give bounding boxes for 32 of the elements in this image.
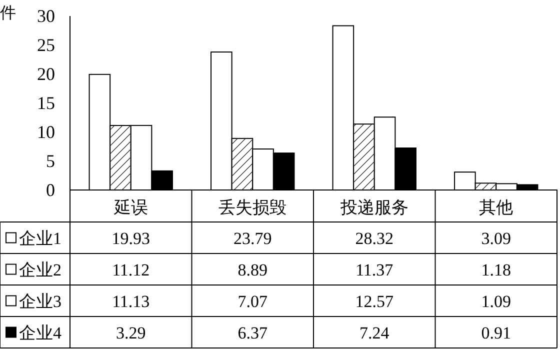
- legend-label: 企业2: [19, 260, 62, 280]
- data-label: 7.07: [238, 292, 268, 311]
- data-label: 7.24: [360, 323, 390, 342]
- y-tick-label: 15: [37, 93, 55, 113]
- y-tick-label: 5: [46, 151, 55, 171]
- data-label: 3.09: [481, 228, 511, 248]
- data-label: 1.18: [481, 260, 511, 280]
- data-label: 11.13: [112, 292, 150, 311]
- y-tick-label: 25: [37, 35, 55, 55]
- data-label: 3.29: [116, 323, 146, 342]
- data-label: 11.37: [356, 260, 394, 280]
- x-tick-label: 丢失损毁: [218, 198, 287, 217]
- x-tick-label: 其他: [479, 198, 514, 217]
- data-label: 11.12: [112, 260, 150, 280]
- data-label: 19.93: [112, 228, 150, 248]
- legend-label: 企业4: [19, 323, 62, 342]
- x-tick-label: 投递服务: [339, 198, 408, 217]
- data-label: 0.91: [481, 323, 511, 342]
- x-tick-label: 延误: [112, 198, 148, 217]
- y-tick-label: 0: [46, 180, 55, 200]
- data-label: 6.37: [238, 323, 268, 342]
- data-label: 1.09: [481, 292, 511, 311]
- y-axis-title: 件: [0, 5, 16, 22]
- y-tick-label: 10: [37, 122, 55, 142]
- y-tick-label: 30: [37, 6, 55, 26]
- data-label: 23.79: [234, 228, 272, 248]
- data-label: 8.89: [238, 260, 268, 280]
- y-tick-label: 20: [37, 64, 55, 84]
- legend-label: 企业1: [19, 228, 62, 248]
- data-label: 28.32: [355, 228, 394, 248]
- legend-label: 企业3: [19, 292, 62, 311]
- data-label: 12.57: [355, 292, 394, 311]
